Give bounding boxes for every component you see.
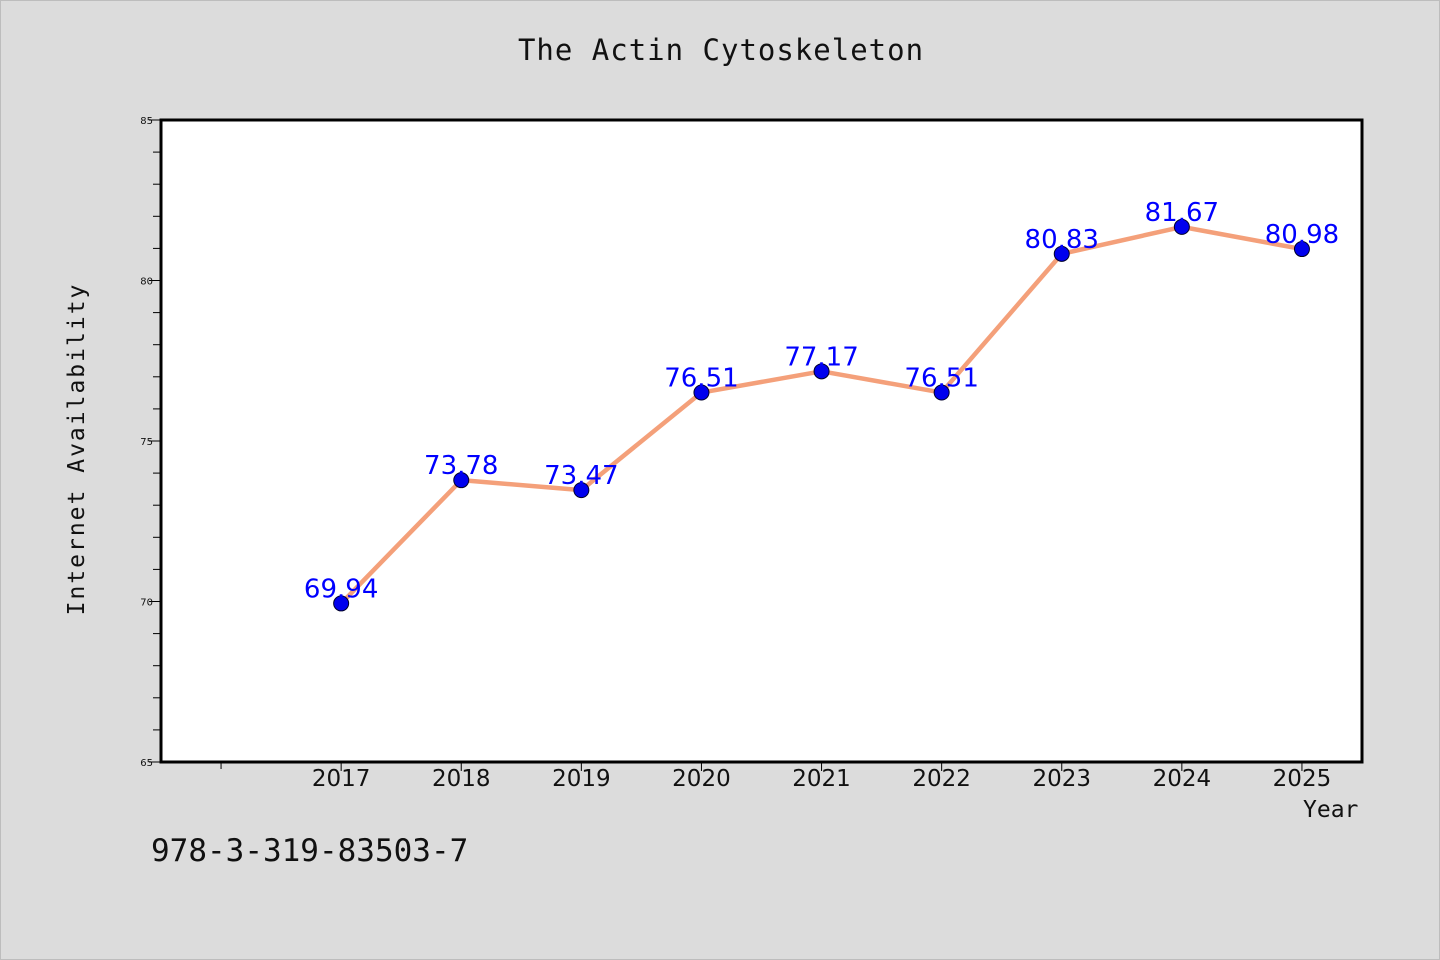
- data-label: 80.98: [1265, 220, 1339, 250]
- y-tick-label: 70: [140, 598, 153, 609]
- data-label: 76.51: [904, 364, 978, 394]
- y-tick-label: 75: [140, 437, 153, 448]
- data-label: 69.94: [304, 574, 378, 604]
- data-point: [1173, 218, 1190, 235]
- data-label: 81.67: [1145, 198, 1219, 228]
- footer-isbn-text: 978-3-319-83503-7: [151, 833, 469, 869]
- data-point: [1053, 245, 1070, 262]
- x-tick-label: 2022: [912, 766, 971, 792]
- x-tick-label: 2025: [1273, 766, 1332, 792]
- data-label: 73.47: [544, 461, 618, 491]
- data-point: [813, 363, 830, 380]
- data-label: 76.51: [664, 364, 738, 394]
- x-tick-label: 2020: [672, 766, 731, 792]
- x-axis-label: Year: [1303, 797, 1359, 823]
- x-tick-label: 2018: [432, 766, 491, 792]
- data-label: 80.83: [1025, 225, 1099, 255]
- data-label: 73.78: [424, 451, 498, 481]
- plot-frame: [159, 118, 1364, 764]
- x-tick-label: 2021: [792, 766, 851, 792]
- data-point: [573, 482, 590, 499]
- data-point: [333, 595, 350, 612]
- data-point: [933, 384, 950, 401]
- x-tick-label: 2017: [312, 766, 371, 792]
- y-tick-label: 80: [140, 277, 153, 288]
- chart-title: The Actin Cytoskeleton: [517, 33, 925, 67]
- data-point: [1293, 241, 1310, 258]
- x-tick-label: 2023: [1032, 766, 1091, 792]
- plot-area: [161, 120, 1362, 762]
- data-label: 77.17: [784, 342, 858, 372]
- y-tick-label: 65: [140, 758, 153, 769]
- data-point: [693, 384, 710, 401]
- data-point: [453, 472, 470, 489]
- y-tick-label: 85: [140, 116, 153, 127]
- x-tick-label: 2024: [1153, 766, 1212, 792]
- x-tick-label: 2019: [552, 766, 611, 792]
